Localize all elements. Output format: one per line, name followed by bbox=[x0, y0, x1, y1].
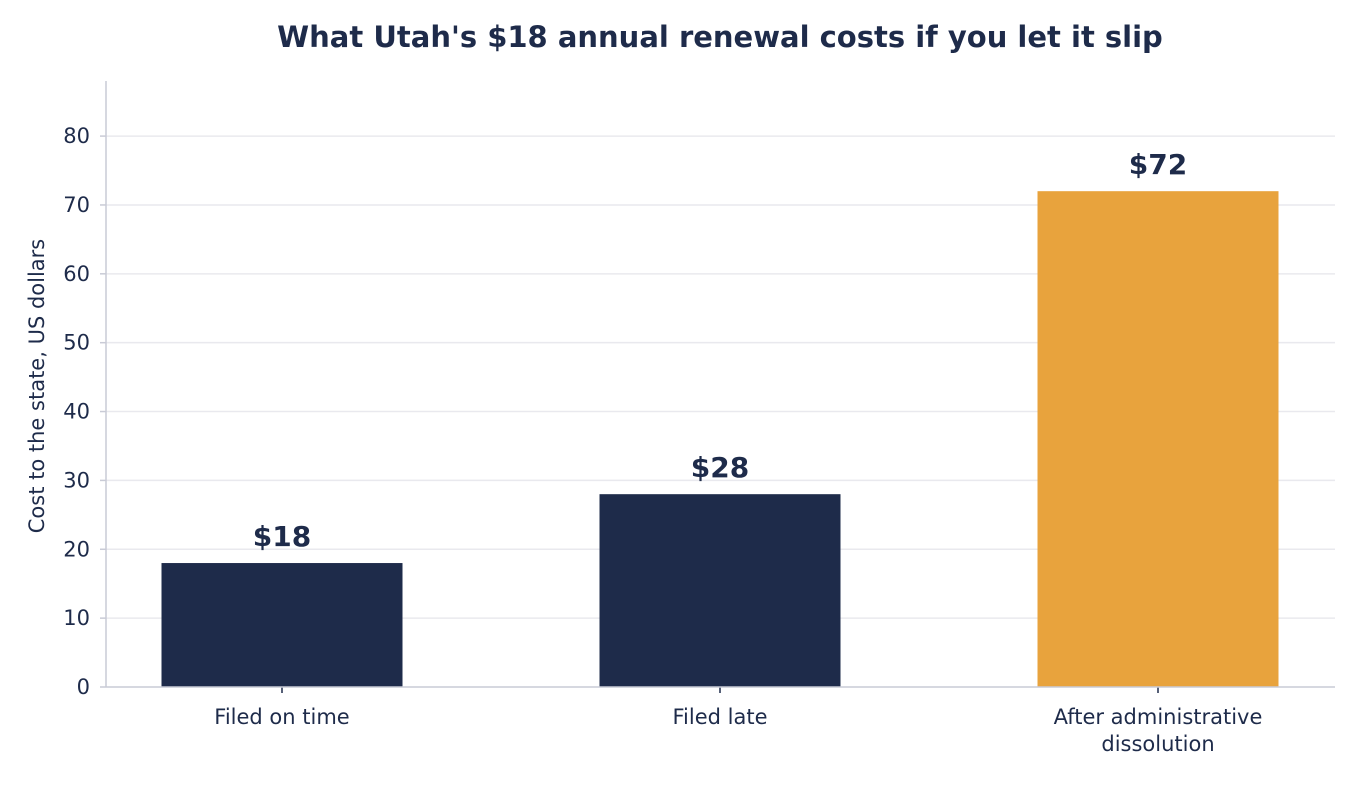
x-tick-label-line: After administrative bbox=[1054, 705, 1263, 729]
y-tick-label: 60 bbox=[63, 262, 90, 286]
y-axis-label: Cost to the state, US dollars bbox=[25, 239, 49, 533]
y-tick-label: 20 bbox=[63, 537, 90, 561]
y-tick-label: 0 bbox=[77, 675, 90, 699]
y-tick-label: 50 bbox=[63, 331, 90, 355]
axes bbox=[100, 81, 1335, 693]
x-tick-label: Filed late bbox=[672, 705, 767, 729]
x-tick-label-line: Filed late bbox=[672, 705, 767, 729]
y-tick-label: 40 bbox=[63, 400, 90, 424]
bar-value-label: $72 bbox=[1129, 148, 1187, 181]
bar bbox=[161, 563, 403, 687]
bars bbox=[161, 191, 1279, 687]
y-tick-label: 10 bbox=[63, 606, 90, 630]
labels: 0 10 20 30 40 50 60 70 80 $18 Filed on time $28 File… bbox=[63, 124, 1262, 756]
x-tick-label: After administrative dissolution bbox=[1054, 705, 1263, 756]
x-tick-label-line: dissolution bbox=[1101, 732, 1214, 756]
bar-value-label: $28 bbox=[691, 451, 749, 484]
gridlines bbox=[106, 135, 1335, 619]
y-tick-label: 70 bbox=[63, 193, 90, 217]
y-tick-label: 80 bbox=[63, 124, 90, 148]
y-tick-label: 30 bbox=[63, 468, 90, 492]
bar bbox=[599, 494, 841, 687]
bar bbox=[1037, 191, 1279, 687]
x-tick-label: Filed on time bbox=[214, 705, 349, 729]
chart-title: What Utah's $18 annual renewal costs if … bbox=[277, 20, 1163, 54]
bar-value-label: $18 bbox=[253, 520, 311, 553]
x-tick-label-line: Filed on time bbox=[214, 705, 349, 729]
